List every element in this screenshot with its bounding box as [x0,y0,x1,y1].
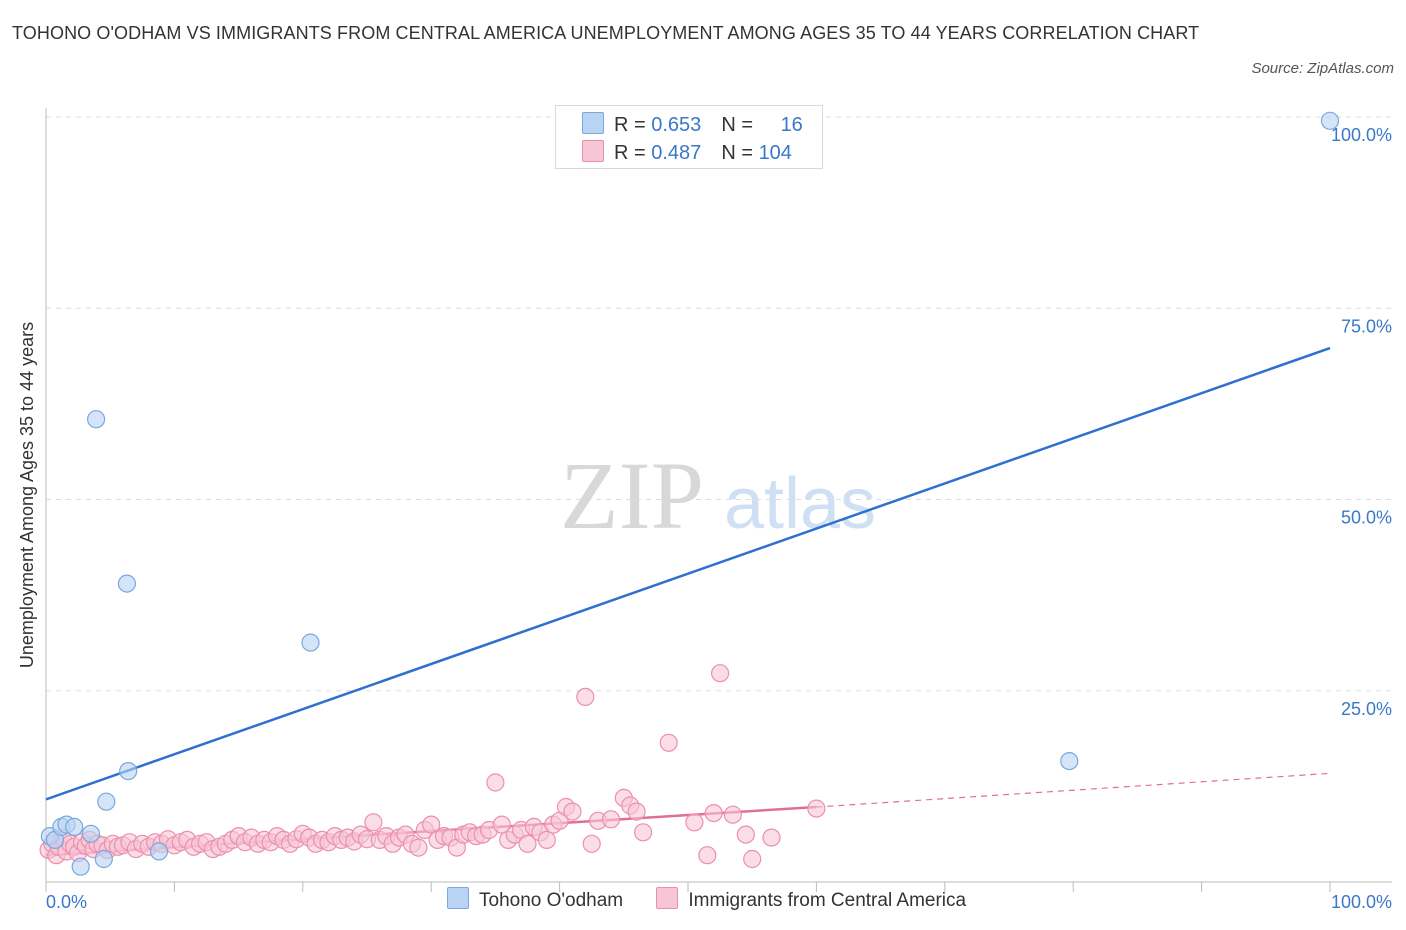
legend-row-immigrants: R = 0.487 N = 104 [582,140,792,166]
point-immigrants [518,834,537,853]
trendline-immigrants-extension [816,772,1331,808]
y-tick-labels: 25.0% 50.0% 75.0% 100.0% [1331,125,1392,719]
legend-row-tohono: R = 0.653 N = 16 [582,112,803,138]
point-immigrants [422,815,441,834]
gridlines [46,116,1392,692]
point-tohono [97,792,116,811]
legend-r-value: 0.653 [651,114,702,136]
point-tohono [65,817,84,837]
point-immigrants [576,687,595,707]
y-tick-label: 50.0% [1341,508,1392,528]
series-legend: Tohono O'odham Immigrants from Central A… [447,887,994,912]
point-immigrants [736,825,755,844]
point-immigrants [698,846,717,865]
legend-swatch-blue [447,887,469,909]
point-immigrants [601,810,621,829]
y-tick-label: 75.0% [1341,316,1392,336]
point-immigrants [563,802,582,821]
point-immigrants [409,838,428,857]
y-tick-label: 25.0% [1341,699,1392,719]
point-immigrants [685,813,704,832]
point-tohono [117,574,137,593]
legend-swatch-blue [582,112,604,134]
x-tick-label-max: 100.0% [1331,892,1392,912]
point-tohono [1320,111,1340,130]
point-tohono [1060,751,1079,771]
legend-item-immigrants: Immigrants from Central America [656,887,966,912]
legend-item-tohono: Tohono O'odham [447,887,623,912]
watermark-zip: ZIP [560,442,704,549]
point-immigrants [762,828,781,847]
point-tohono [119,761,138,781]
legend-n-value: 104 [758,142,792,164]
point-immigrants [710,664,730,683]
trendlines [45,346,1331,857]
watermark: ZIP atlas [560,442,876,549]
point-immigrants [743,849,762,869]
point-immigrants [633,823,653,842]
correlation-legend: R = 0.653 N = 16 R = 0.487 N = 104 [555,105,823,169]
legend-swatch-pink [656,887,679,909]
point-tohono [86,410,106,429]
point-immigrants [723,805,743,824]
point-immigrants [364,813,383,832]
chart-title: TOHONO O'ODHAM VS IMMIGRANTS FROM CENTRA… [12,23,1200,43]
watermark-atlas: atlas [724,464,876,544]
point-tohono [81,824,101,843]
y-axis-label: Unemployment Among Ages 35 to 44 years [17,322,37,668]
point-tohono [149,842,169,861]
point-immigrants [492,815,511,834]
point-immigrants [582,834,601,853]
point-tohono [301,633,320,652]
legend-label-tohono: Tohono O'odham [479,890,624,911]
y-tick-label: 100.0% [1331,125,1392,145]
legend-label-immigrants: Immigrants from Central America [688,890,967,911]
legend-n-value: 16 [780,114,803,136]
legend-n-label: N = [721,114,759,136]
point-immigrants [659,733,678,752]
point-tohono [71,857,90,876]
point-tohono [94,849,113,869]
legend-swatch-pink [582,140,604,162]
point-immigrants [537,830,556,850]
x-tick-label-min: 0.0% [46,892,87,912]
x-tick-labels: 0.0% 100.0% [46,892,1392,912]
data-points [39,111,1340,876]
legend-n-label: N = [721,142,759,164]
axes [45,108,1392,892]
point-immigrants [807,799,826,818]
point-immigrants [704,803,723,823]
point-immigrants [486,773,505,792]
point-immigrants [627,802,646,821]
legend-r-label: R = [614,114,652,136]
source-label: Source: ZipAtlas.com [1251,60,1394,77]
legend-r-label: R = [614,142,652,164]
trendline-tohono [45,346,1331,801]
legend-r-value: 0.487 [651,142,702,164]
